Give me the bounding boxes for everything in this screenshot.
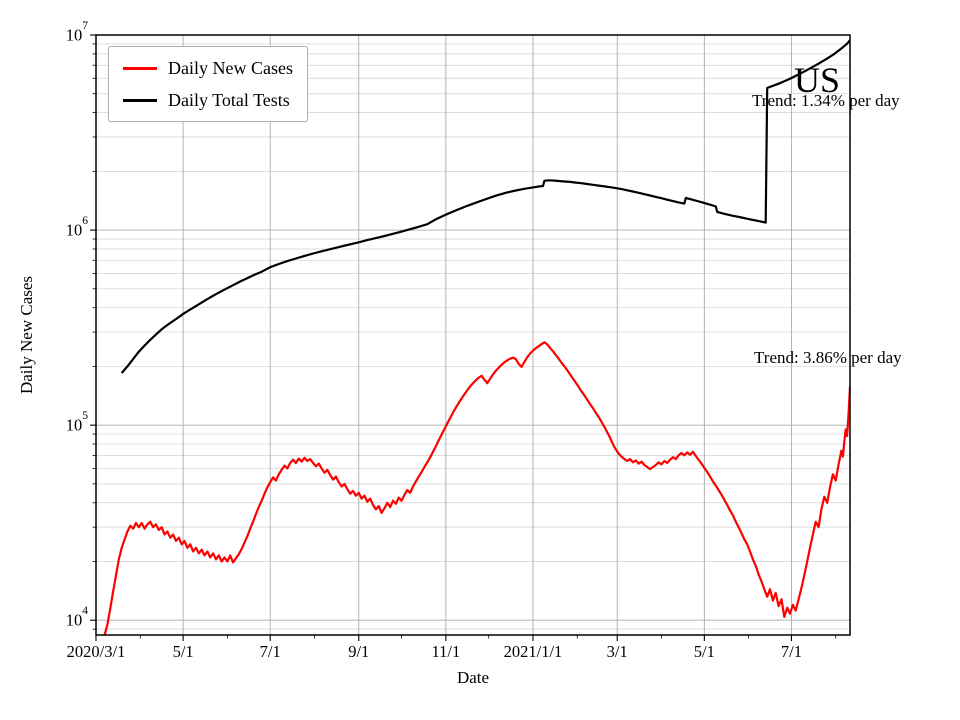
x-tick-label: 11/1 [431, 642, 461, 661]
series-daily-new-cases [103, 341, 850, 635]
major-gridlines [95, 34, 850, 635]
x-tick-label: 7/1 [259, 642, 281, 661]
trend-annotation-tests: Trend: 1.34% per day [752, 91, 900, 110]
y-tick-label: 105 [65, 409, 88, 435]
legend-label: Daily Total Tests [168, 90, 290, 110]
axes-frame [95, 34, 851, 636]
minor-gridlines [96, 43, 850, 630]
x-tick-label: 7/1 [780, 642, 802, 661]
y-tick-label: 106 [65, 214, 88, 240]
series-daily-total-tests [120, 39, 850, 374]
trend-annotation-cases: Trend: 3.86% per day [754, 348, 902, 367]
y-axis-label: Daily New Cases [17, 275, 36, 395]
legend-item: Daily New Cases [123, 57, 293, 79]
x-tick-label: 5/1 [693, 642, 715, 661]
y-tick-label: 104 [65, 604, 88, 630]
legend-line-swatch [123, 98, 157, 102]
x-tick-label: 2021/1/1 [503, 642, 563, 661]
y-tick-label: 107 [65, 19, 88, 45]
x-tick-label: 3/1 [606, 642, 628, 661]
tick-marks [90, 34, 837, 641]
legend-item: Daily Total Tests [123, 89, 293, 111]
x-tick-label: 9/1 [348, 642, 370, 661]
legend-label: Daily New Cases [168, 58, 293, 78]
country-label: US [793, 60, 841, 100]
legend: Daily New Cases Daily Total Tests [108, 46, 308, 122]
x-tick-label: 2020/3/1 [66, 642, 126, 661]
x-axis-label: Date [456, 668, 490, 687]
x-tick-label: 5/1 [172, 642, 194, 661]
legend-line-swatch [123, 66, 157, 70]
